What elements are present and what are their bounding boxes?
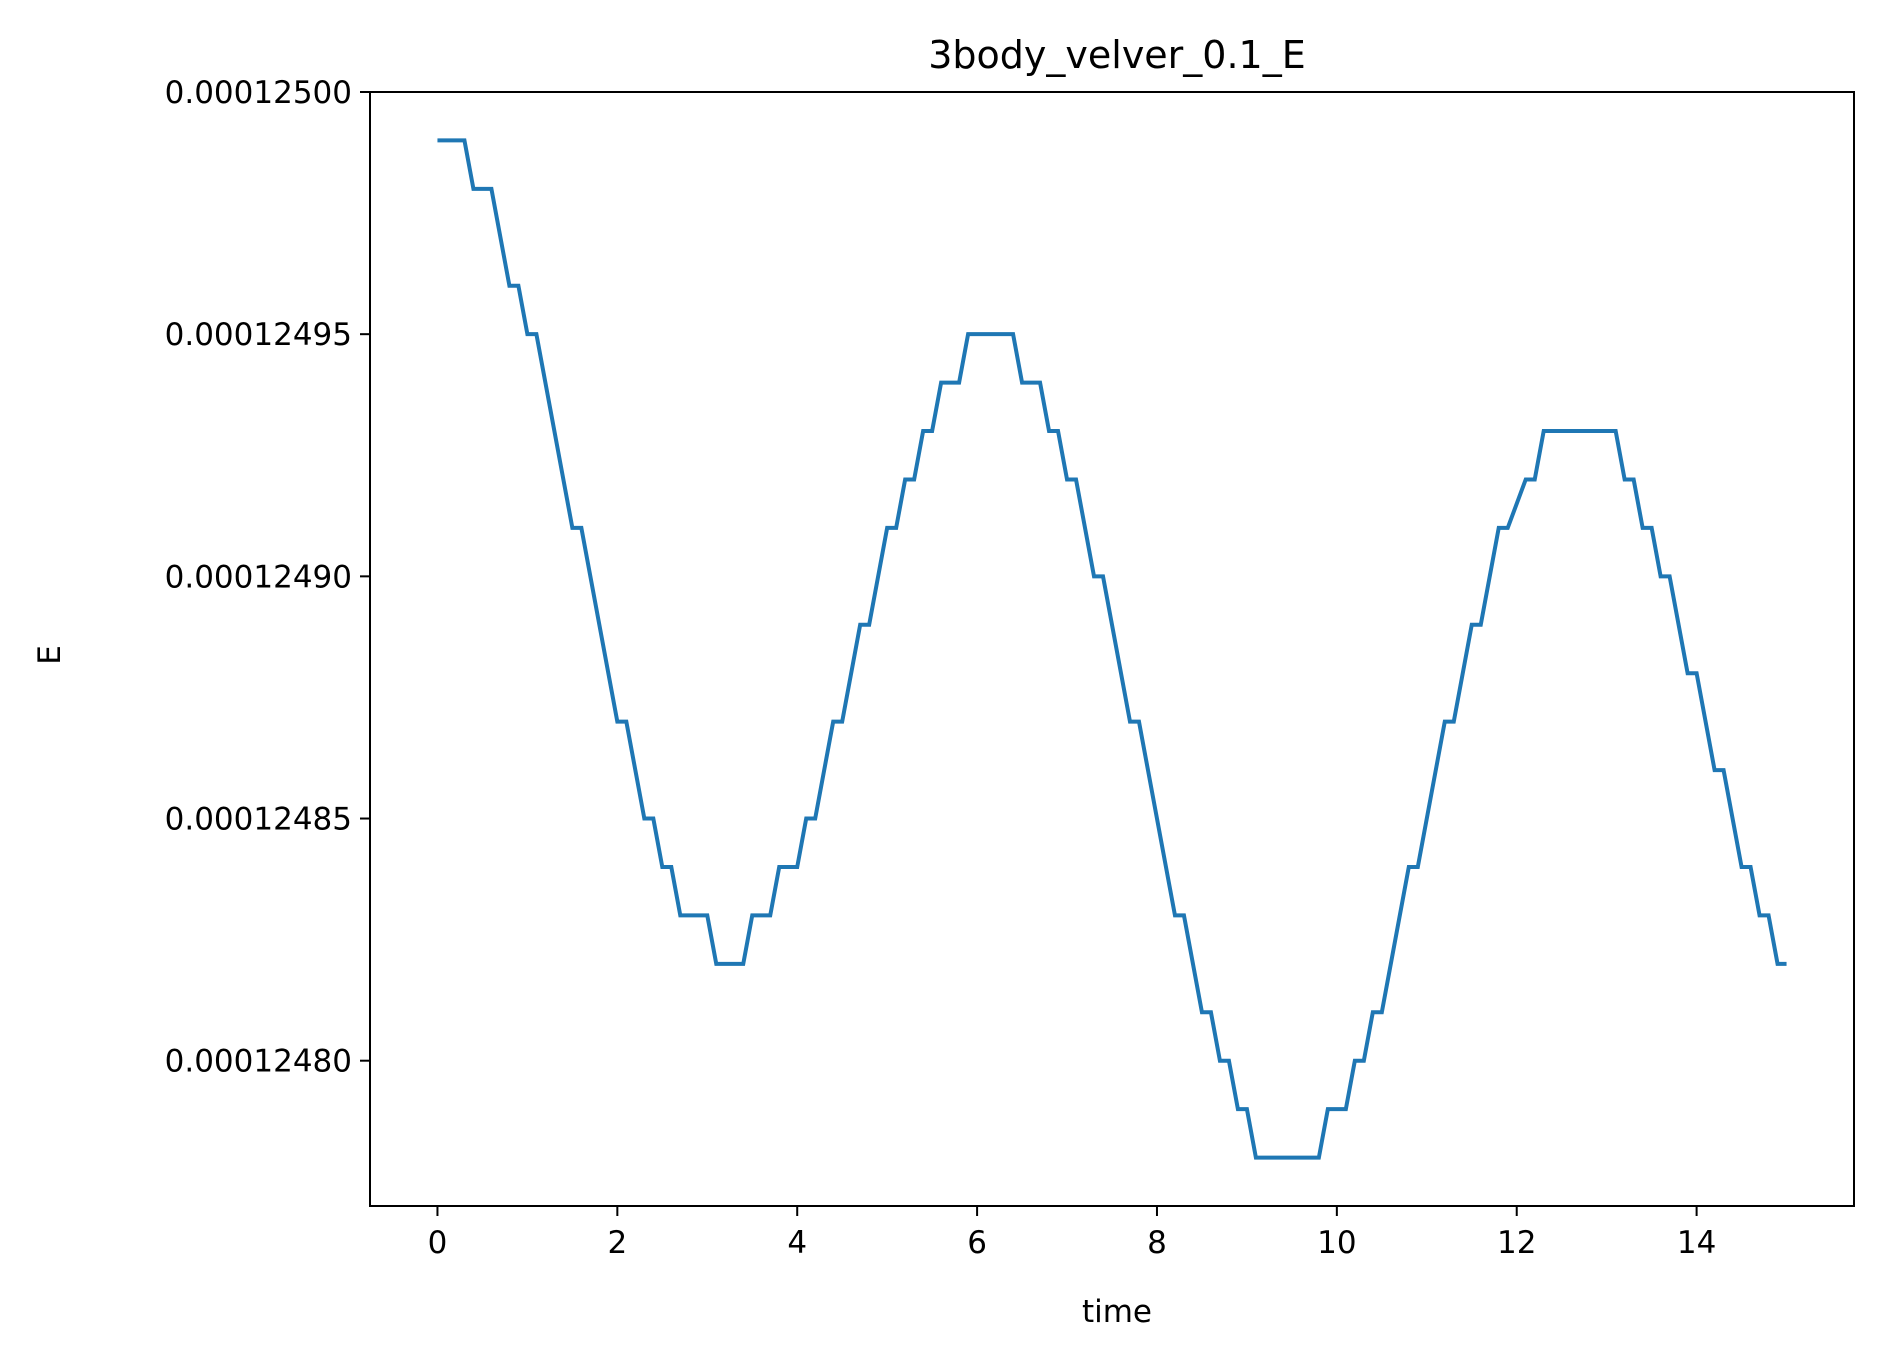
series-layer xyxy=(437,138,1787,1160)
x-tick-label: 6 xyxy=(967,1225,987,1261)
series-line-1 xyxy=(437,138,1787,1160)
y-tick-label: 0.00012485 xyxy=(165,802,352,838)
x-axis-label: time xyxy=(1082,1294,1152,1330)
x-tick-label: 12 xyxy=(1497,1225,1536,1261)
y-tick-label: 0.00012500 xyxy=(165,75,352,111)
x-tick-label: 4 xyxy=(787,1225,807,1261)
x-axis: 0 2 4 6 8 10 12 14 xyxy=(428,1206,1716,1261)
x-tick-label: 2 xyxy=(607,1225,627,1261)
axes-frame xyxy=(369,91,1855,1207)
chart-title: 3body_velver_0.1_E xyxy=(928,33,1306,77)
y-tick-label: 0.00012480 xyxy=(165,1044,352,1080)
x-tick-label: 0 xyxy=(428,1225,448,1261)
x-tick-label: 14 xyxy=(1677,1225,1716,1261)
x-tick-label: 10 xyxy=(1317,1225,1356,1261)
y-tick-label: 0.00012495 xyxy=(165,317,352,353)
y-axis: 0.00012480 0.00012485 0.00012490 0.00012495… xyxy=(165,75,370,1080)
x-tick-label: 8 xyxy=(1147,1225,1167,1261)
y-axis-label: E xyxy=(32,645,68,665)
y-tick-label: 0.00012490 xyxy=(165,559,352,595)
